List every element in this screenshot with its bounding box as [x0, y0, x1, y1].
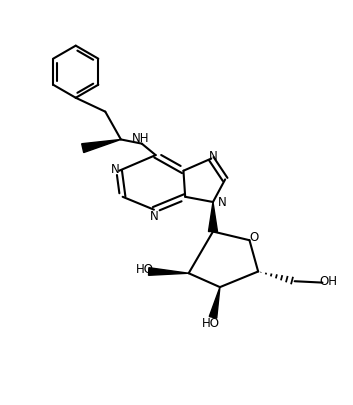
- Text: HO: HO: [202, 316, 220, 329]
- Text: OH: OH: [320, 275, 338, 288]
- Text: N: N: [150, 210, 158, 223]
- Text: N: N: [111, 163, 120, 176]
- Polygon shape: [209, 288, 220, 318]
- Text: HO: HO: [136, 262, 154, 275]
- Polygon shape: [149, 268, 189, 276]
- Text: O: O: [249, 230, 258, 243]
- Text: N: N: [209, 150, 217, 163]
- Text: N: N: [219, 196, 227, 209]
- Text: NH: NH: [132, 132, 150, 145]
- Polygon shape: [209, 202, 217, 232]
- Polygon shape: [82, 140, 121, 153]
